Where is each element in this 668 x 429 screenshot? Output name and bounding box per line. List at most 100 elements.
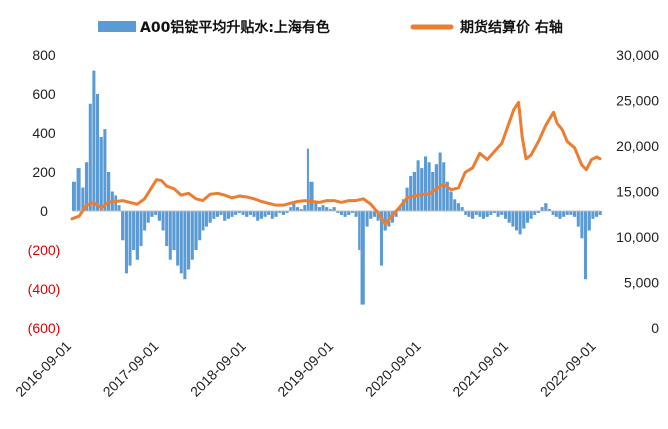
right-tick-label: 20,000	[616, 138, 659, 154]
bar	[500, 211, 504, 215]
bar	[128, 211, 132, 266]
legend-label-line: 期货结算价 右轴	[460, 19, 563, 36]
bar	[278, 211, 282, 213]
bar	[594, 211, 599, 217]
bar	[198, 211, 202, 241]
bar	[464, 211, 467, 215]
bar	[427, 162, 431, 211]
bar	[360, 211, 365, 305]
bar	[303, 205, 307, 211]
bar	[270, 211, 274, 219]
bar	[234, 211, 238, 215]
bar	[289, 207, 292, 211]
bar	[252, 211, 256, 217]
bar	[106, 172, 111, 211]
bar	[219, 211, 223, 215]
bar	[306, 148, 309, 211]
bar	[470, 211, 475, 219]
bar	[121, 211, 125, 241]
left-tick-label: 800	[32, 47, 56, 63]
bar	[274, 211, 278, 217]
left-tick-label: 600	[32, 86, 56, 102]
bar	[76, 168, 81, 211]
bar	[328, 209, 332, 211]
bar	[343, 211, 347, 217]
bar	[394, 211, 398, 217]
bar	[81, 187, 85, 211]
left-tick-label: (400)	[28, 281, 61, 297]
bar	[72, 181, 76, 211]
right-tick-label: 30,000	[616, 47, 659, 63]
bar	[237, 211, 241, 213]
bar	[267, 211, 271, 215]
bar	[583, 211, 588, 280]
bar	[474, 211, 478, 215]
bar	[143, 211, 147, 231]
right-tick-label: 25,000	[616, 93, 659, 109]
right-tick-label: 15,000	[616, 184, 659, 200]
left-tick-label: (200)	[28, 242, 61, 258]
x-axis: 2016-09-01 2017-09-01 2018-09-01 2019-09-01…	[12, 338, 599, 400]
bar	[551, 211, 555, 215]
bar	[420, 168, 424, 211]
bar	[409, 175, 413, 211]
bar	[379, 211, 383, 266]
x-tick-label: 2021-09-01	[449, 338, 511, 400]
bar	[373, 211, 377, 217]
bar	[548, 209, 552, 211]
bar	[332, 207, 336, 211]
bar	[325, 207, 329, 211]
bar	[215, 211, 219, 217]
bar	[309, 181, 314, 211]
bar	[558, 211, 562, 219]
bar	[347, 211, 351, 215]
bar	[416, 160, 420, 211]
right-tick-label: 10,000	[616, 229, 659, 245]
x-tick-label: 2020-09-01	[362, 338, 424, 400]
bar	[299, 209, 303, 211]
bar	[485, 211, 489, 217]
bar	[460, 207, 464, 211]
bar	[522, 211, 526, 229]
bar	[598, 211, 602, 215]
bar	[453, 199, 457, 211]
bar	[339, 211, 343, 215]
bar-series	[72, 70, 602, 305]
bar	[176, 211, 180, 266]
bar	[401, 199, 406, 211]
right-axis: 30,000 25,000 20,000 15,000 10,000 5,000 0	[616, 47, 659, 336]
bar	[230, 211, 234, 217]
bar	[496, 211, 500, 217]
bar	[478, 211, 482, 217]
bar	[503, 211, 508, 219]
bar	[179, 211, 183, 274]
left-axis: 800 600 400 200 0 (200) (400) (600)	[28, 47, 61, 336]
bar	[245, 211, 249, 217]
bar	[350, 211, 355, 213]
bar	[208, 211, 212, 223]
bar	[183, 211, 187, 280]
legend-swatch-bar	[98, 21, 136, 32]
legend-label-bar: A00铝锭平均升贴水:上海有色	[140, 19, 330, 36]
bar	[576, 211, 580, 227]
bar	[533, 211, 537, 215]
bar	[88, 103, 92, 211]
bar	[518, 211, 522, 235]
bar	[99, 136, 103, 211]
x-tick-label: 2017-09-01	[100, 338, 162, 400]
bar	[354, 211, 358, 217]
bar	[438, 152, 442, 211]
bar	[114, 195, 118, 211]
bar	[467, 211, 471, 217]
bar	[536, 211, 541, 213]
x-tick-label: 2018-09-01	[187, 338, 249, 400]
left-tick-label: (600)	[28, 320, 61, 336]
bar	[150, 211, 154, 217]
bar	[263, 211, 267, 217]
bar	[146, 211, 150, 223]
bar	[591, 211, 595, 219]
bar	[562, 211, 566, 217]
bar	[507, 211, 511, 223]
bar	[492, 211, 497, 213]
